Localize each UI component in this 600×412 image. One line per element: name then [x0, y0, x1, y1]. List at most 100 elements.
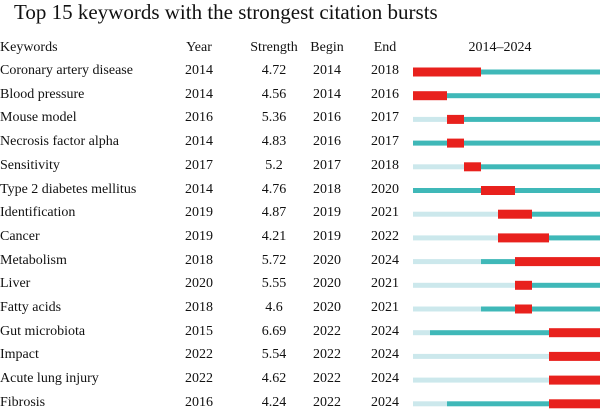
burst-bar: [549, 351, 600, 361]
header-timeline-range: 2014–2024: [468, 40, 532, 55]
strength-cell: 5.72: [261, 252, 287, 268]
keyword-cell: Mouse model: [0, 110, 77, 126]
timeline-active-bar: [413, 93, 600, 99]
burst-bar: [498, 233, 549, 243]
strength-cell: 4.87: [261, 205, 287, 221]
strength-cell: 6.69: [261, 323, 287, 339]
keyword-cell: Gut microbiota: [0, 323, 86, 339]
header-strength: Strength: [250, 40, 298, 55]
year-cell: 2022: [185, 371, 213, 387]
keyword-cell: Identification: [0, 205, 76, 221]
keyword-cell: Necrosis factor alpha: [0, 134, 119, 150]
burst-bar: [447, 138, 464, 148]
year-cell: 2017: [185, 157, 213, 173]
year-cell: 2018: [185, 300, 213, 315]
strength-cell: 5.36: [261, 110, 287, 126]
header-year: Year: [186, 40, 212, 55]
end-cell: 2021: [371, 205, 399, 221]
begin-cell: 2022: [313, 323, 341, 339]
timeline-before-bar: [413, 306, 481, 312]
begin-cell: 2020: [313, 300, 341, 315]
end-cell: 2024: [371, 394, 399, 410]
begin-cell: 2017: [313, 157, 341, 173]
year-cell: 2016: [185, 394, 213, 410]
strength-cell: 5.55: [261, 276, 287, 292]
timeline-active-bar: [413, 140, 600, 146]
timeline-active-bar: [515, 282, 600, 288]
keyword-cell: Type 2 diabetes mellitus: [0, 181, 137, 197]
burst-bar: [498, 209, 532, 219]
keyword-cell: Acute lung injury: [0, 371, 99, 387]
burst-bar: [464, 162, 481, 172]
burst-bar: [549, 399, 600, 409]
burst-bar: [549, 328, 600, 338]
keyword-cell: Blood pressure: [0, 86, 85, 102]
strength-cell: 4.76: [261, 181, 287, 197]
timeline-before-bar: [413, 259, 481, 265]
end-cell: 2017: [371, 134, 399, 150]
begin-cell: 2016: [313, 110, 341, 126]
keyword-cell: Fatty acids: [0, 300, 62, 315]
end-cell: 2018: [371, 157, 399, 173]
header-keywords: Keywords: [0, 40, 58, 55]
year-cell: 2020: [185, 276, 213, 292]
year-cell: 2022: [185, 347, 213, 363]
timeline-active-bar: [464, 164, 600, 170]
timeline-active-bar: [430, 330, 600, 336]
timeline-before-bar: [413, 164, 464, 170]
burst-bar: [515, 257, 600, 267]
end-cell: 2021: [371, 300, 399, 315]
end-cell: 2022: [371, 228, 399, 244]
strength-cell: 4.83: [261, 134, 287, 150]
strength-cell: 5.2: [265, 157, 283, 173]
year-cell: 2014: [185, 181, 213, 197]
year-cell: 2019: [185, 228, 213, 244]
year-cell: 2014: [185, 134, 213, 150]
burst-bar: [481, 186, 515, 195]
timeline-before-bar: [413, 211, 498, 217]
year-cell: 2014: [185, 63, 213, 78]
begin-cell: 2022: [313, 347, 341, 363]
timeline-before-bar: [413, 353, 549, 359]
timeline-active-bar: [481, 306, 600, 312]
year-cell: 2015: [185, 323, 213, 339]
timeline-active-bar: [498, 211, 600, 217]
keyword-cell: Cancer: [0, 228, 40, 244]
keyword-cell: Coronary artery disease: [0, 63, 133, 78]
year-cell: 2019: [185, 205, 213, 221]
timeline-active-bar: [447, 401, 600, 407]
begin-cell: 2019: [313, 205, 341, 221]
year-cell: 2018: [185, 252, 213, 268]
end-cell: 2020: [371, 181, 399, 197]
keyword-cell: Liver: [0, 276, 31, 292]
timeline-before-bar: [413, 282, 515, 288]
burst-bar: [413, 67, 481, 77]
strength-cell: 4.62: [261, 371, 287, 387]
burst-bar: [447, 114, 464, 124]
timeline-before-bar: [413, 377, 549, 383]
end-cell: 2024: [371, 371, 399, 387]
begin-cell: 2022: [313, 394, 341, 410]
strength-cell: 4.56: [261, 86, 287, 102]
strength-cell: 5.54: [261, 347, 287, 363]
chart-title: Top 15 keywords with the strongest citat…: [14, 0, 438, 24]
timeline-before-bar: [413, 330, 430, 336]
header-begin: Begin: [310, 40, 344, 55]
begin-cell: 2022: [313, 371, 341, 387]
strength-cell: 4.24: [261, 394, 287, 410]
year-cell: 2016: [185, 110, 213, 126]
begin-cell: 2018: [313, 181, 341, 197]
timeline-before-bar: [413, 235, 498, 241]
burst-bar: [413, 91, 447, 101]
timeline-active-bar: [413, 69, 600, 75]
begin-cell: 2016: [313, 134, 341, 150]
end-cell: 2024: [371, 323, 399, 339]
begin-cell: 2020: [313, 276, 341, 292]
keyword-cell: Fibrosis: [0, 394, 46, 410]
end-cell: 2017: [371, 110, 399, 126]
begin-cell: 2020: [313, 252, 341, 268]
burst-bar: [549, 375, 600, 385]
end-cell: 2018: [371, 63, 399, 78]
end-cell: 2024: [371, 252, 399, 268]
